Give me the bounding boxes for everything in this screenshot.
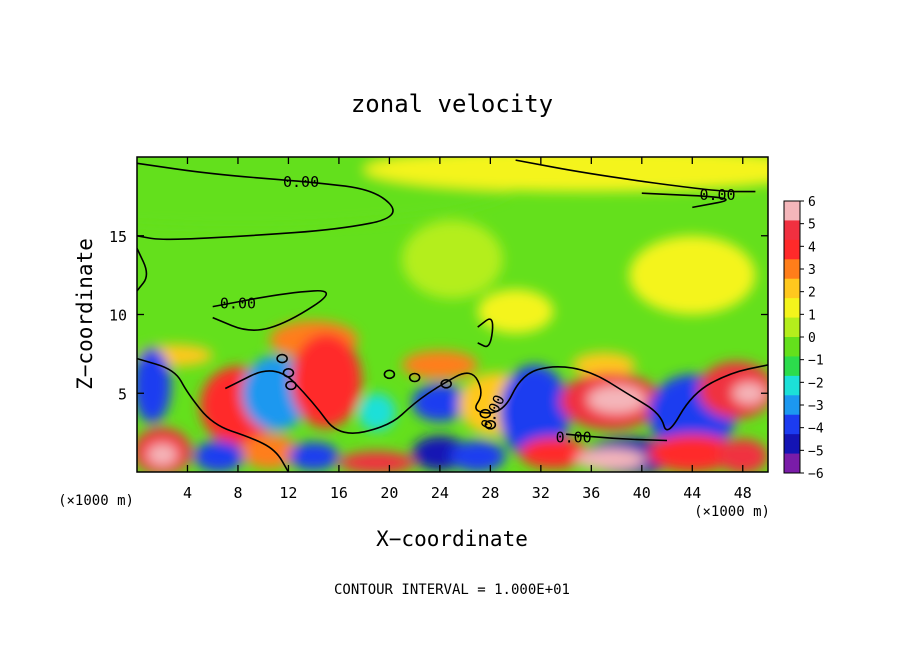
colorbar-swatch: [784, 453, 800, 474]
field-region: [338, 451, 415, 472]
x-tick-label: 32: [532, 484, 550, 502]
small-contour-loop: [440, 378, 452, 389]
colorbar-label: 0: [808, 331, 816, 346]
colorbar-label: −5: [808, 444, 824, 459]
zero-contour: [566, 433, 668, 442]
colorbar-swatch: [784, 337, 800, 357]
field-region: [587, 385, 646, 414]
x-tick-label: 12: [279, 484, 297, 502]
x-tick-label: 4: [183, 484, 192, 502]
x-tick-label: 16: [330, 484, 348, 502]
contour-label: 0.00: [699, 186, 735, 204]
colorbar-swatch: [784, 375, 800, 396]
field-region: [402, 350, 478, 380]
small-contour-loop: [276, 353, 288, 364]
colorbar-label: 5: [808, 218, 816, 233]
small-contour-loop: [479, 408, 492, 419]
colorbar-label: −2: [808, 376, 824, 391]
x-axis-label: X−coordinate: [376, 527, 528, 551]
colorbar-swatch: [784, 259, 800, 280]
field-region: [717, 438, 768, 472]
small-contour-loop: [383, 369, 396, 380]
contour-label: 0.00: [556, 428, 592, 446]
small-contour-loop: [285, 380, 297, 391]
colorbar-swatch: [784, 298, 800, 319]
zero-contour: [212, 289, 328, 331]
x-tick-label: 24: [431, 484, 449, 502]
field-region: [572, 352, 636, 378]
zero-contour: [515, 159, 756, 193]
y-tick-label: 15: [109, 228, 127, 246]
small-contour-loop: [484, 419, 497, 430]
field-region: [357, 393, 396, 432]
field-region: [499, 364, 570, 460]
field-region: [288, 442, 339, 471]
field-region: [477, 289, 554, 334]
colorbar-label: 2: [808, 286, 816, 301]
colorbar-label: 3: [808, 263, 816, 278]
x-unit-left: (×1000 m): [58, 493, 134, 509]
field-region: [449, 440, 506, 472]
colorbar-swatch: [784, 434, 800, 455]
x-unit-right: (×1000 m): [694, 504, 770, 520]
field-region: [732, 382, 766, 405]
colorbar-swatch: [784, 317, 800, 338]
zero-contour: [137, 357, 290, 472]
field-region: [648, 434, 737, 472]
field-region: [402, 220, 503, 299]
x-tick-label: 8: [233, 484, 242, 502]
field-region: [241, 434, 298, 469]
field-region: [290, 333, 362, 428]
colorbar-swatch: [784, 414, 800, 435]
colorbar-label: 1: [808, 308, 816, 323]
field-region: [519, 437, 588, 469]
chart-title: zonal velocity: [351, 90, 553, 118]
field-region: [193, 440, 245, 472]
zero-contour: [641, 192, 727, 209]
field-region: [364, 157, 768, 192]
colorbar-label: 4: [808, 240, 816, 255]
colorbar-label: −3: [808, 399, 824, 414]
x-tick-label: 40: [633, 484, 651, 502]
field-region: [698, 361, 768, 419]
colorbar-swatch: [784, 278, 800, 299]
field-region: [629, 235, 756, 315]
y-tick-label: 5: [118, 385, 127, 403]
colorbar-label: 6: [808, 195, 816, 210]
x-tick-label: 20: [380, 484, 398, 502]
contour-label: 0.00: [283, 173, 319, 191]
zero-contour: [224, 364, 768, 434]
field-region: [574, 448, 646, 471]
y-axis-label: Z−coordinate: [73, 238, 97, 390]
small-contour-loop: [282, 367, 295, 378]
colorbar-label: −4: [808, 422, 824, 437]
colorbar-swatch: [784, 220, 800, 241]
x-tick-label: 48: [734, 484, 752, 502]
field-region: [412, 383, 468, 422]
contour-label: 0.00: [220, 294, 256, 312]
x-tick-label: 28: [481, 484, 499, 502]
zero-contour: [137, 162, 394, 241]
colorbar-swatch: [784, 201, 800, 221]
colorbar-swatch: [784, 395, 800, 416]
colorbar-swatch: [784, 239, 800, 260]
zero-contour: [477, 318, 494, 348]
x-tick-label: 44: [683, 484, 701, 502]
small-contour-loop: [408, 372, 421, 383]
y-tick-label: 10: [109, 307, 127, 325]
contour-interval-note: CONTOUR INTERVAL = 1.000E+01: [334, 582, 570, 598]
colorbar-swatch: [784, 356, 800, 377]
colorbar-label: −6: [808, 467, 824, 482]
field-region: [147, 443, 178, 466]
colorbar-label: −1: [808, 354, 824, 369]
plot-field: [137, 157, 768, 472]
x-tick-label: 36: [582, 484, 600, 502]
